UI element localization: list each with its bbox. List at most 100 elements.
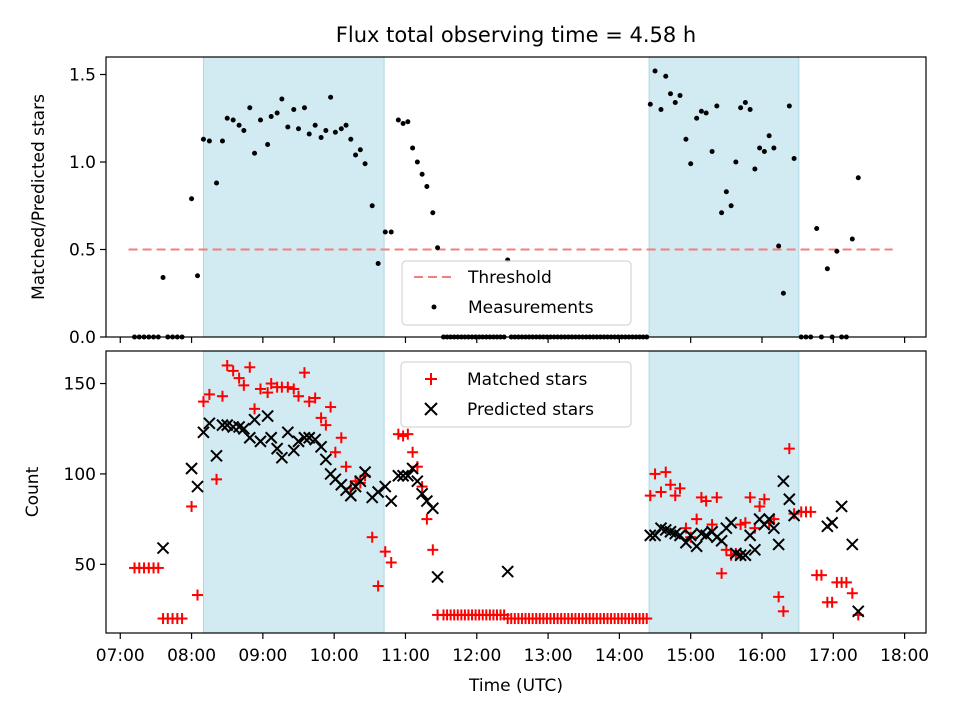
matched-star-point bbox=[777, 605, 789, 617]
measurement-point bbox=[723, 189, 729, 195]
bottom-x-ticks: 07:00 08:00 09:00 10:00 11:00 12:00 13:00 14:00… bbox=[96, 633, 929, 666]
predicted-star-point bbox=[243, 431, 257, 444]
matched-star-point bbox=[152, 562, 164, 574]
matched-star-point bbox=[700, 495, 712, 507]
matched-star-point bbox=[211, 473, 223, 485]
predicted-star-point bbox=[743, 529, 757, 542]
measurement-point bbox=[348, 136, 354, 142]
predicted-star-point bbox=[679, 536, 693, 549]
measurement-point bbox=[658, 107, 664, 112]
predicted-star-point bbox=[385, 494, 398, 508]
measurement-point bbox=[435, 245, 441, 251]
matched-star-point bbox=[644, 490, 656, 502]
legend-measurement-swatch bbox=[431, 304, 437, 310]
predicted-star-point bbox=[344, 489, 358, 502]
measurement-point bbox=[375, 261, 381, 266]
predicted-star-point bbox=[825, 516, 839, 529]
measurement-point bbox=[301, 105, 307, 111]
measurement-point bbox=[382, 229, 388, 235]
matched-star-point bbox=[197, 396, 209, 408]
measurement-point bbox=[257, 117, 263, 123]
matched-star-point bbox=[407, 446, 419, 458]
measurement-point bbox=[200, 136, 206, 142]
y-tick-label: 0.0 bbox=[69, 328, 96, 348]
matched-star-point bbox=[421, 513, 433, 525]
measurement-point bbox=[362, 161, 368, 167]
predicted-star-point bbox=[358, 465, 372, 479]
measurement-point bbox=[728, 203, 734, 209]
predicted-star-point bbox=[216, 418, 229, 432]
shaded-interval bbox=[648, 56, 800, 338]
predicted-star-point bbox=[767, 521, 781, 535]
measurement-point bbox=[719, 210, 725, 216]
measurement-point bbox=[647, 101, 653, 107]
measurement-point bbox=[296, 126, 302, 132]
measurement-point bbox=[241, 128, 247, 133]
predicted-star-point bbox=[783, 493, 796, 506]
measurement-point bbox=[424, 184, 430, 189]
matched-star-point bbox=[309, 392, 321, 404]
matched-star-point bbox=[691, 513, 703, 525]
matched-star-point bbox=[397, 430, 409, 442]
matched-star-point bbox=[716, 567, 728, 579]
bottom-y-ticks: 50 100 150 bbox=[64, 375, 106, 575]
measurement-point bbox=[757, 145, 763, 151]
measurement-point bbox=[698, 108, 704, 114]
measurement-point bbox=[824, 266, 830, 272]
predicted-star-point bbox=[270, 442, 284, 455]
measurement-point bbox=[332, 129, 338, 135]
measurement-point bbox=[285, 124, 291, 130]
matched-star-point bbox=[754, 500, 766, 512]
predicted-star-point bbox=[185, 462, 198, 475]
matched-star-point bbox=[664, 479, 676, 491]
legend-frame bbox=[401, 260, 632, 326]
x-tick-label: 11:00 bbox=[381, 646, 430, 666]
bottom-legend: Matched stars Predicted stars bbox=[400, 361, 632, 428]
predicted-star-point bbox=[396, 469, 410, 482]
predicted-star-point bbox=[197, 426, 210, 439]
matched-star-point bbox=[711, 491, 723, 503]
y-tick-label: 150 bbox=[64, 375, 96, 395]
predicted-star-point bbox=[690, 540, 703, 553]
measurement-point bbox=[206, 138, 212, 144]
predicted-star-point bbox=[254, 435, 267, 448]
legend-matched-swatch bbox=[425, 373, 437, 385]
measurement-point bbox=[742, 100, 748, 105]
measurement-point bbox=[752, 166, 758, 172]
y-tick-label: 1.0 bbox=[69, 153, 96, 173]
measurement-point bbox=[776, 243, 782, 249]
legend-predicted-swatch bbox=[424, 402, 438, 416]
matched-star-point bbox=[238, 379, 250, 391]
predicted-star-point bbox=[772, 538, 785, 551]
x-tick-label: 14:00 bbox=[595, 646, 644, 666]
measurement-point bbox=[667, 91, 673, 97]
matched-star-point bbox=[773, 591, 785, 603]
matched-star-point bbox=[176, 613, 188, 625]
predicted-star-point bbox=[415, 487, 429, 501]
measurement-point bbox=[405, 119, 411, 125]
measurement-point bbox=[703, 110, 709, 116]
matched-star-point bbox=[641, 613, 653, 625]
matched-star-point bbox=[660, 466, 672, 478]
matched-star-point bbox=[320, 419, 332, 431]
measurement-point bbox=[688, 161, 694, 167]
x-tick-label: 12:00 bbox=[452, 646, 501, 666]
x-axis-label: Time (UTC) bbox=[468, 676, 563, 696]
matched-star-point bbox=[227, 365, 239, 377]
x-tick-label: 13:00 bbox=[524, 646, 573, 666]
top-panel: 0.0 0.5 1.0 1.5 Matched/Predicted stars Thr… bbox=[29, 56, 927, 348]
predicted-star-point bbox=[210, 449, 223, 463]
measurement-point bbox=[265, 142, 271, 147]
legend-label-predicted: Predicted stars bbox=[467, 400, 594, 420]
matched-star-point bbox=[192, 589, 204, 601]
measurement-point bbox=[318, 135, 324, 140]
matched-star-point bbox=[735, 519, 747, 531]
predicted-star-point bbox=[354, 474, 367, 488]
matched-star-point bbox=[840, 576, 852, 588]
matched-star-point bbox=[221, 359, 233, 371]
measurement-point bbox=[252, 150, 258, 156]
predicted-star-point bbox=[762, 512, 776, 526]
measurement-point bbox=[419, 171, 425, 177]
top-x-ticks bbox=[119, 337, 906, 343]
predicted-star-point bbox=[426, 502, 440, 515]
